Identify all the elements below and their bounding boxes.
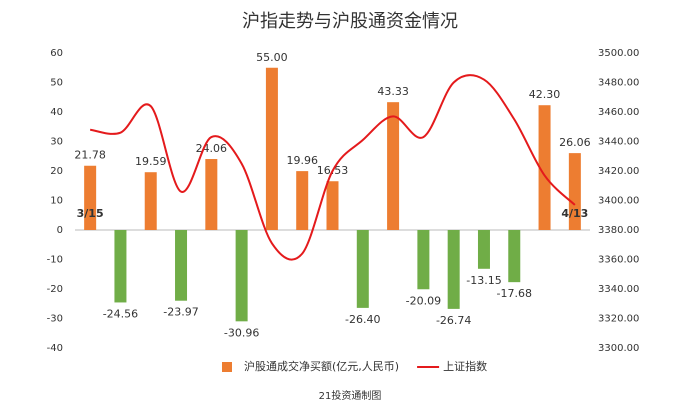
y2-tick-label: 3460.00 [598, 107, 639, 118]
value-label: 55.00 [256, 51, 288, 64]
legend-label: 上证指数 [443, 359, 487, 373]
bar [508, 230, 521, 283]
legend-label: 沪股通成交净买额(亿元,人民币) [244, 359, 399, 373]
value-label: -24.56 [103, 307, 138, 320]
value-label: -26.40 [345, 313, 380, 326]
y2-tick-label: 3320.00 [598, 314, 639, 325]
value-label: -23.97 [163, 306, 198, 319]
bar [144, 172, 157, 230]
y2-tick-label: 3340.00 [598, 284, 639, 295]
source: 21投资通制图 [319, 389, 382, 402]
line [89, 74, 576, 261]
value-label: 21.78 [74, 149, 106, 162]
value-label: -13.15 [466, 274, 501, 287]
y2-tick-label: 3440.00 [598, 137, 639, 148]
bar [568, 153, 581, 230]
y-tick-label: -30 [47, 314, 63, 325]
y-tick-label: 30 [50, 137, 63, 148]
value-label: 19.59 [135, 155, 167, 168]
y2-tick-label: 3400.00 [598, 196, 639, 207]
value-label: 24.06 [196, 142, 228, 155]
y2-tick-label: 3360.00 [598, 255, 639, 266]
value-label: 42.30 [529, 88, 561, 101]
y-tick-label: -40 [47, 343, 63, 354]
y-tick-label: -10 [47, 255, 63, 266]
y2-tick-label: 3380.00 [598, 225, 639, 236]
y-tick-label: 50 [50, 78, 63, 89]
value-label: -17.68 [497, 287, 532, 300]
bar [447, 230, 460, 309]
bar [84, 165, 97, 230]
value-label: 26.06 [559, 136, 591, 149]
bar [235, 230, 248, 322]
bar [417, 230, 430, 290]
y-tick-label: 10 [50, 196, 63, 207]
bar [265, 67, 278, 230]
chart-title: 沪指走势与沪股通资金情况 [242, 11, 458, 32]
value-label: -26.74 [436, 314, 471, 327]
value-label: -30.96 [224, 326, 259, 339]
bar [326, 181, 339, 230]
y2-tick-label: 3300.00 [598, 343, 639, 354]
bar [538, 105, 551, 230]
y2-tick-label: 3500.00 [598, 48, 639, 59]
y2-tick-label: 3420.00 [598, 166, 639, 177]
y-tick-label: 0 [57, 225, 63, 236]
y-tick-label: 60 [50, 48, 63, 59]
bar [205, 159, 218, 230]
bar [114, 230, 127, 303]
bar [356, 230, 369, 308]
y-tick-label: 20 [50, 166, 63, 177]
value-label: -20.09 [406, 294, 441, 307]
y2-tick-label: 3480.00 [598, 78, 639, 89]
bar [175, 230, 188, 301]
bar [477, 230, 490, 269]
x-tick-label: 4/13 [561, 207, 588, 220]
y-tick-label: -20 [47, 284, 63, 295]
x-tick-label: 3/15 [77, 207, 104, 220]
legend-swatch [222, 362, 232, 372]
bar [296, 171, 309, 230]
value-label: 19.96 [286, 154, 318, 167]
bar [387, 102, 400, 230]
value-label: 43.33 [377, 85, 409, 98]
y-tick-label: 40 [50, 107, 63, 118]
